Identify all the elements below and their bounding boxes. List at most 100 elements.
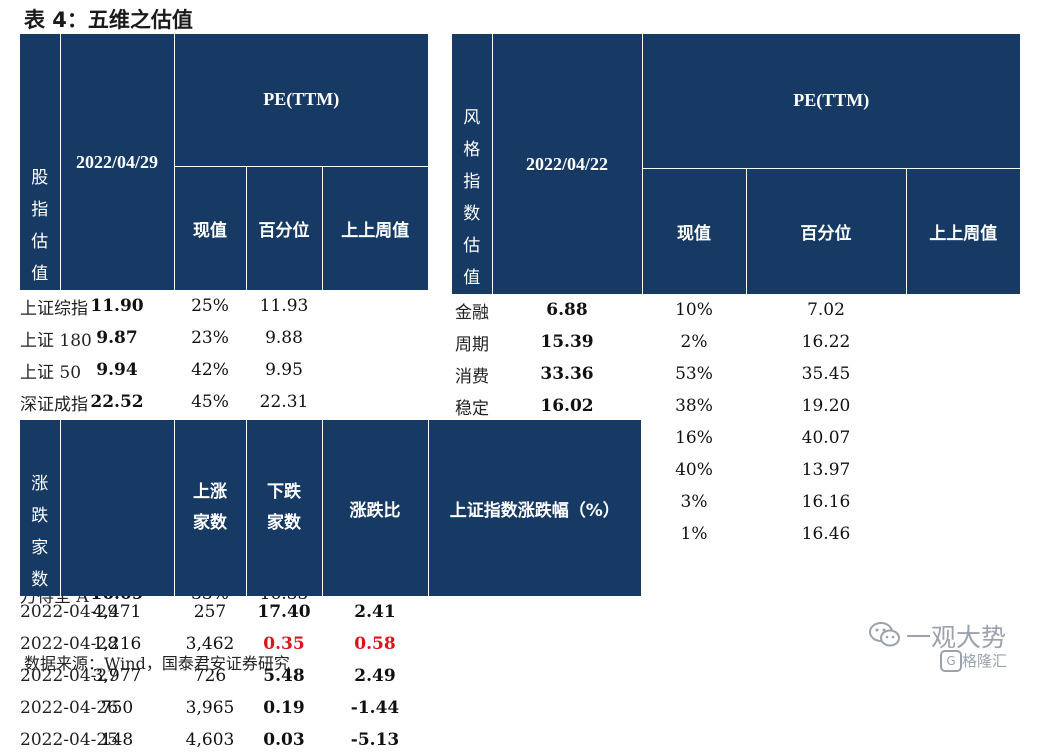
table-row: 2022-04-29 4,471 257 17.40 2.41 <box>20 596 641 628</box>
style-prev-week-value: 40.07 <box>801 428 851 448</box>
style-index-name: 消费 <box>455 366 489 387</box>
style-index-name: 周期 <box>455 334 489 355</box>
col-up-down-ratio: 涨跌比 <box>321 420 428 596</box>
market-breadth-side-label: 涨跌家数 <box>20 420 60 596</box>
style-current-value: 16.02 <box>540 396 594 416</box>
index-valuation-date: 2022/04/29 <box>59 34 174 290</box>
index-valuation-side-label: 股指估值 <box>20 34 60 290</box>
up-down-ratio: 0.35 <box>263 634 305 654</box>
style-valuation-table: 风格指数估值 2022/04/22 PE(TTM) 现值 百分位 上上周值 金融… <box>452 34 1020 550</box>
watermark-text: 一观大势 <box>906 623 1007 652</box>
trade-date: 2022-04-26 <box>20 698 119 718</box>
table-row: 上证综指 11.90 25% 11.93 <box>20 290 428 322</box>
pe-ttm-header: PE(TTM) <box>173 34 428 167</box>
up-down-ratio: 17.40 <box>257 602 311 622</box>
table-row: 周期 15.39 2% 16.22 <box>452 326 1020 358</box>
style-current-value: 15.39 <box>540 332 594 352</box>
prev-week-value: 9.88 <box>265 328 303 348</box>
style-col-percentile: 百分位 <box>745 167 906 294</box>
table-row: 2022-04-28 1,216 3,462 0.35 0.58 <box>20 628 641 660</box>
prev-week-value: 22.31 <box>259 392 309 412</box>
down-count: 4,603 <box>185 730 235 750</box>
percentile: 45% <box>191 392 229 412</box>
col-percentile: 百分位 <box>245 165 322 290</box>
current-value: 22.52 <box>90 392 144 412</box>
trade-date: 2022-04-29 <box>20 602 119 622</box>
style-current-value: 6.88 <box>546 300 588 320</box>
table-row: 上证 50 9.94 42% 9.95 <box>20 354 428 386</box>
style-col-current-value: 现值 <box>641 167 746 294</box>
col-down-count: 下跌 家数 <box>245 420 322 596</box>
gelonghui-logo-icon: G <box>940 650 962 672</box>
down-count: 3,965 <box>185 698 235 718</box>
style-prev-week-value: 19.20 <box>801 396 851 416</box>
down-count: 257 <box>193 602 227 622</box>
index-change: 2.41 <box>354 602 396 622</box>
breadth-corner-cell <box>59 420 174 596</box>
style-prev-week-value: 35.45 <box>801 364 851 384</box>
style-valuation-date: 2022/04/22 <box>491 34 642 294</box>
col-up-count: 上涨 家数 <box>173 420 246 596</box>
trade-date: 2022-04-25 <box>20 730 119 750</box>
table-row: 2022-04-26 750 3,965 0.19 -1.44 <box>20 692 641 724</box>
style-current-value: 33.36 <box>540 364 594 384</box>
table-row: 2022-04-25 148 4,603 0.03 -5.13 <box>20 724 641 756</box>
col-prev-week: 上上周值 <box>321 165 428 290</box>
table-row: 深证成指 22.52 45% 22.31 <box>20 386 428 418</box>
index-change: -1.44 <box>350 698 400 718</box>
table-row: 消费 33.36 53% 35.45 <box>452 358 1020 390</box>
style-percentile: 40% <box>675 460 713 480</box>
index-valuation-table: 股指估值 2022/04/29 PE(TTM) 现值 百分位 上上周值 上证综指… <box>20 34 428 610</box>
style-col-prev-week: 上上周值 <box>905 167 1020 294</box>
style-percentile: 38% <box>675 396 713 416</box>
style-index-name: 金融 <box>455 302 489 323</box>
style-percentile: 16% <box>675 428 713 448</box>
prev-week-value: 11.93 <box>259 296 309 316</box>
style-prev-week-value: 13.97 <box>801 460 851 480</box>
down-count: 3,462 <box>185 634 235 654</box>
table-row: 上证 180 9.87 23% 9.88 <box>20 322 428 354</box>
index-name: 上证综指 <box>20 298 88 319</box>
data-source-note: 数据来源：Wind，国泰君安证券研究 <box>24 654 290 673</box>
market-breadth-table: 涨跌家数 上涨 家数 下跌 家数 涨跌比 上证指数涨跌幅（%） 2022-04-29… <box>20 420 641 756</box>
index-name: 上证 180 <box>20 330 92 351</box>
up-count: 4,471 <box>92 602 142 622</box>
prev-week-value: 9.95 <box>265 360 303 380</box>
index-name: 深证成指 <box>20 394 88 415</box>
index-name: 上证 50 <box>20 362 82 383</box>
index-change: 2.49 <box>354 666 396 686</box>
percentile: 23% <box>191 328 229 348</box>
table-row: 金融 6.88 10% 7.02 <box>452 294 1020 326</box>
style-percentile: 53% <box>675 364 713 384</box>
current-value: 9.94 <box>96 360 138 380</box>
up-down-ratio: 0.19 <box>263 698 305 718</box>
up-count: 1,216 <box>92 634 142 654</box>
style-prev-week-value: 7.02 <box>807 300 845 320</box>
current-value: 11.90 <box>90 296 144 316</box>
style-prev-week-value: 16.22 <box>801 332 851 352</box>
col-index-change: 上证指数涨跌幅（%） <box>427 420 641 596</box>
index-change: -5.13 <box>350 730 400 750</box>
style-prev-week-value: 16.16 <box>801 492 851 512</box>
table-title: 表 4：五维之估值 <box>24 8 193 32</box>
up-count: 148 <box>100 730 134 750</box>
index-change: 0.58 <box>354 634 396 654</box>
watermark-logo-text: 格隆汇 <box>962 652 1008 670</box>
watermark: 一观大势 G 格隆汇 <box>868 616 1036 674</box>
style-percentile: 2% <box>680 332 708 352</box>
style-valuation-side-label: 风格指数估值 <box>452 34 492 294</box>
style-pe-ttm-header: PE(TTM) <box>641 34 1020 169</box>
current-value: 9.87 <box>96 328 138 348</box>
wechat-icon <box>869 622 900 647</box>
style-percentile: 1% <box>680 524 708 544</box>
style-percentile: 3% <box>680 492 708 512</box>
col-current-value: 现值 <box>173 165 246 290</box>
percentile: 42% <box>191 360 229 380</box>
style-index-name: 稳定 <box>455 398 489 419</box>
style-prev-week-value: 16.46 <box>801 524 851 544</box>
up-down-ratio: 0.03 <box>263 730 305 750</box>
style-percentile: 10% <box>675 300 713 320</box>
percentile: 25% <box>191 296 229 316</box>
up-count: 750 <box>100 698 134 718</box>
table-row: 稳定 16.02 38% 19.20 <box>452 390 1020 422</box>
